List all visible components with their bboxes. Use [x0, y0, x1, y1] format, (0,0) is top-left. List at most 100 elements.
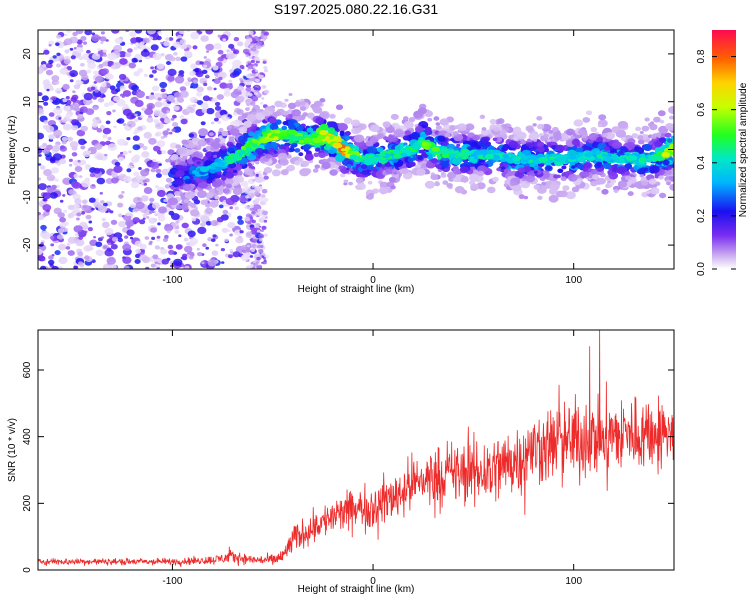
ridge-blob	[517, 131, 527, 140]
noise-speckle	[102, 134, 108, 139]
noise-speckle	[50, 157, 56, 162]
noise-speckle	[134, 99, 144, 108]
noise-speckle	[160, 88, 166, 93]
noise-speckle	[184, 265, 190, 269]
ridge-blob	[557, 168, 564, 173]
ridge-blob	[284, 98, 289, 102]
ridge-blob	[344, 117, 353, 124]
noise-speckle	[216, 216, 224, 223]
ridge-blob	[440, 161, 450, 168]
ridge-blob	[431, 158, 438, 164]
noise-speckle	[263, 197, 269, 202]
noise-speckle	[129, 236, 134, 240]
ridge-blob	[304, 153, 314, 161]
ridge-blob	[338, 165, 347, 172]
noise-speckle	[59, 145, 67, 152]
noise-speckle	[142, 213, 147, 218]
noise-speckle	[51, 96, 56, 101]
noise-speckle	[140, 169, 150, 177]
noise-speckle	[251, 219, 256, 224]
ridge-blob	[537, 195, 543, 200]
noise-speckle	[107, 74, 114, 80]
noise-speckle	[156, 63, 165, 70]
ridge-blob	[255, 112, 265, 121]
noise-speckle	[199, 61, 204, 65]
noise-speckle	[109, 210, 114, 214]
noise-speckle	[135, 201, 145, 210]
noise-speckle	[61, 136, 68, 142]
noise-speckle	[187, 77, 192, 81]
ridge-blob	[173, 178, 184, 187]
noise-speckle	[150, 168, 156, 173]
noise-speckle	[38, 183, 47, 191]
ridge-blob	[485, 141, 491, 146]
noise-speckle	[199, 77, 208, 84]
ridge-blob	[376, 133, 384, 139]
ridge-blob	[523, 195, 529, 200]
ridge-blob	[175, 170, 185, 178]
ridge-blob	[237, 135, 248, 143]
noise-speckle	[154, 101, 163, 108]
noise-speckle	[205, 208, 213, 215]
noise-speckle	[56, 234, 64, 240]
noise-speckle	[161, 168, 170, 176]
ridge-blob	[613, 189, 619, 193]
ridge-blob	[483, 167, 489, 172]
ridge-blob	[245, 153, 250, 157]
noise-speckle	[258, 173, 264, 178]
noise-speckle	[122, 243, 132, 251]
noise-speckle	[233, 68, 242, 75]
ridge-blob	[402, 135, 410, 141]
noise-speckle	[59, 199, 64, 203]
noise-speckle	[80, 125, 88, 132]
ridge-blob	[496, 118, 505, 125]
ridge-blob	[313, 106, 323, 114]
noise-speckle	[99, 125, 105, 129]
ridge-blob	[205, 192, 214, 199]
noise-speckle	[91, 184, 95, 187]
ridge-blob	[644, 117, 650, 122]
noise-speckle	[164, 224, 174, 232]
noise-speckle	[133, 46, 138, 51]
noise-speckle	[38, 66, 44, 75]
noise-speckle	[93, 167, 101, 174]
noise-speckle	[94, 92, 101, 98]
ridge-blob	[360, 164, 368, 170]
ridge-blob	[262, 149, 269, 154]
noise-speckle	[155, 173, 162, 178]
noise-speckle	[256, 256, 261, 261]
ridge-blob	[278, 144, 287, 151]
noise-speckle	[225, 197, 235, 206]
ridge-blob	[456, 143, 461, 147]
noise-speckle	[157, 150, 163, 155]
noise-speckle	[78, 69, 88, 77]
noise-speckle	[91, 53, 101, 60]
noise-speckle	[132, 144, 141, 151]
noise-speckle	[76, 212, 82, 217]
ridge-blob	[219, 147, 228, 154]
ridge-blob	[453, 133, 464, 142]
ridge-blob	[555, 144, 565, 152]
noise-speckle	[126, 225, 131, 229]
noise-speckle	[69, 163, 73, 167]
noise-speckle	[245, 73, 252, 79]
noise-speckle	[101, 221, 110, 228]
noise-speckle	[200, 35, 209, 42]
noise-speckle	[247, 207, 250, 210]
ridge-blob	[170, 155, 177, 161]
ridge-blob	[176, 164, 184, 171]
noise-speckle	[263, 219, 268, 223]
ridge-blob	[570, 135, 576, 140]
ridge-blob	[183, 199, 189, 204]
noise-speckle	[139, 219, 146, 225]
ridge-blob	[650, 134, 657, 140]
ridge-blob	[407, 157, 414, 163]
ridge-blob	[299, 168, 310, 177]
noise-speckle	[116, 99, 126, 107]
noise-speckle	[73, 265, 78, 269]
noise-speckle	[210, 220, 219, 227]
noise-speckle	[92, 96, 97, 100]
ridge-blob	[551, 142, 556, 146]
ridge-blob	[517, 167, 525, 173]
ridge-blob	[424, 126, 432, 133]
